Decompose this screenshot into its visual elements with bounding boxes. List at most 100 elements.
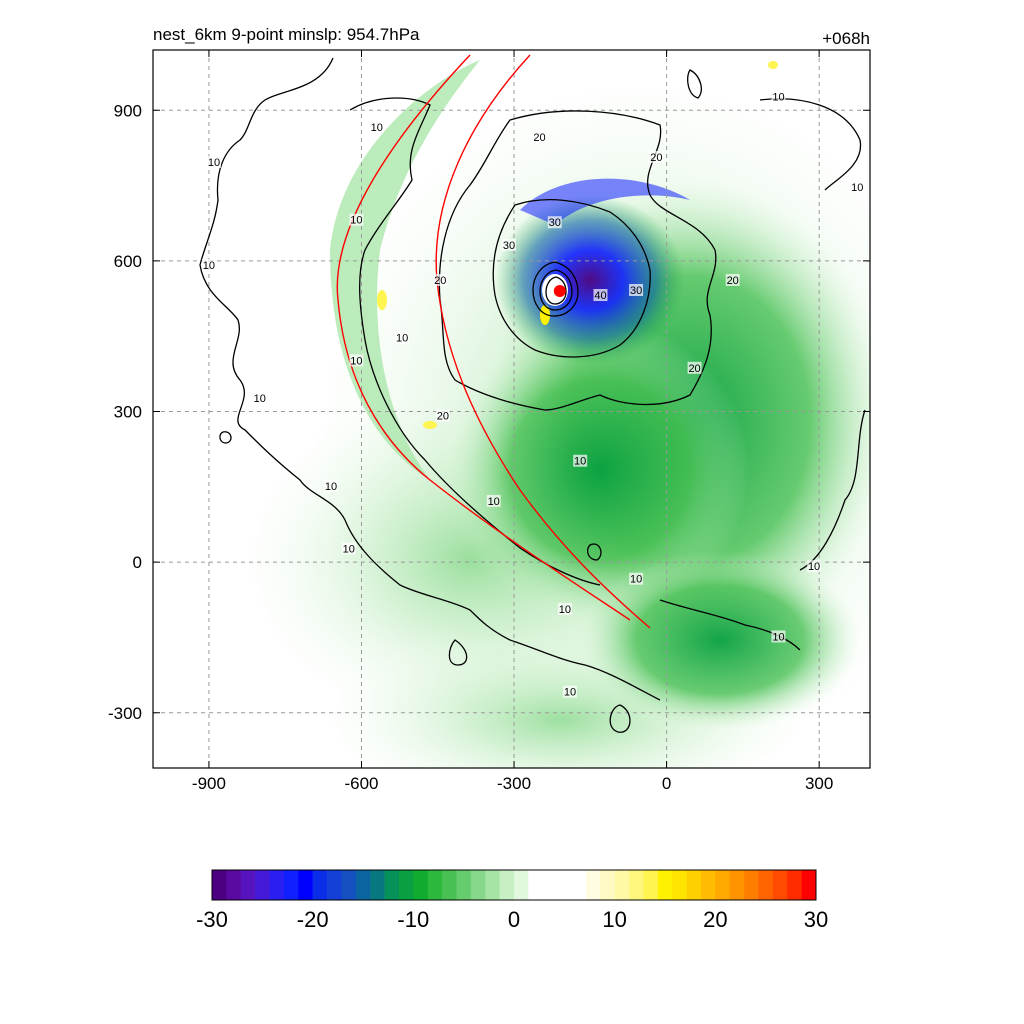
contour-label-16: 10 — [808, 561, 820, 573]
contour-label-bg-3 — [201, 258, 216, 271]
contour-label-7: 10 — [325, 481, 337, 493]
contour-label-bg-13 — [562, 685, 577, 698]
contour-label-1: 10 — [208, 157, 220, 169]
contour-label-bg-26 — [629, 284, 644, 297]
colorbar-bin-25 — [571, 870, 587, 900]
colorbar-bin-35 — [715, 870, 731, 900]
colorbar-bin-36 — [729, 870, 745, 900]
contour-label-6: 10 — [254, 393, 266, 405]
contour-label-bg-11 — [629, 572, 644, 585]
contour-label-10: 10 — [574, 456, 586, 468]
colorbar-bin-18 — [470, 870, 486, 900]
x-tick-label-3: 0 — [662, 774, 671, 793]
contour-label-2: 10 — [350, 215, 362, 227]
contour-label-bg-9 — [486, 494, 501, 507]
y-tick-label-4: 900 — [114, 101, 142, 120]
colorbar-bin-1 — [226, 870, 242, 900]
colorbar-bin-28 — [614, 870, 630, 900]
track-lines — [336, 54, 651, 629]
contour-label-bg-21 — [435, 409, 450, 422]
colorbar-tick-label-6: 30 — [804, 907, 828, 932]
contour-10-southeast — [659, 599, 801, 651]
colorbar-bin-27 — [600, 870, 615, 900]
contour-10-cell-d — [586, 543, 602, 561]
colorbar-bin-38 — [758, 870, 774, 900]
colorbar-bin-21 — [514, 870, 529, 900]
colorbar-bin-20 — [499, 870, 515, 900]
contour-label-14: 10 — [772, 92, 784, 104]
colorbar-frame — [211, 869, 817, 901]
positive-spot-southwest — [423, 421, 437, 429]
colorbar-tick-label-3: 0 — [508, 907, 520, 932]
contour-label-17: 10 — [772, 631, 784, 643]
contour-label-19: 20 — [650, 152, 662, 164]
colorbar-labels: -30 -20 -10 0 10 20 30 — [196, 907, 828, 932]
contour-label-3: 10 — [203, 260, 215, 272]
plot-area: 10 10 10 10 10 10 10 10 10 10 10 10 10 10 10 10 10 10 20 20… — [108, 49, 871, 793]
colorbar-bin-0 — [212, 870, 227, 900]
contour-label-bg-20 — [433, 273, 448, 286]
contour-label-bg-27 — [593, 289, 608, 302]
colorbar-bin-7 — [312, 870, 328, 900]
colorbar-bin-16 — [442, 870, 457, 900]
positive-spot-west — [377, 290, 387, 310]
contour-label-bg-19 — [649, 150, 664, 163]
contour-label-12: 10 — [559, 604, 571, 616]
colorbar-bin-6 — [298, 870, 313, 900]
storm-center-marker — [553, 285, 566, 298]
field-green-southeast — [580, 550, 860, 730]
contour-label-bg-5 — [349, 354, 364, 367]
contour-30 — [492, 199, 651, 358]
contour-label-bg-17 — [771, 630, 786, 643]
positive-spot-north — [768, 61, 778, 69]
contour-60 — [545, 276, 567, 305]
colorbar-bin-5 — [283, 870, 299, 900]
contour-label-4: 10 — [396, 333, 408, 345]
colorbar-bin-39 — [772, 870, 788, 900]
colorbar-bin-11 — [370, 870, 385, 900]
contour-label-bg-15 — [850, 181, 865, 194]
colorbar-tick-label-1: -20 — [297, 907, 329, 932]
colorbar-bin-24 — [557, 870, 572, 900]
track-line-east — [435, 54, 651, 629]
x-tick-label-2: -300 — [497, 774, 531, 793]
colorbar-bin-41 — [801, 870, 817, 900]
positive-spot-eyewall — [540, 305, 550, 325]
contour-label-bg-8 — [341, 542, 356, 555]
contour-label-21: 20 — [437, 411, 449, 423]
colorbar-bin-29 — [629, 870, 644, 900]
contour-label-20: 20 — [434, 275, 446, 287]
contour-10-cell-e — [219, 431, 232, 444]
x-tick-label-0: -900 — [192, 774, 226, 793]
contour-label-27: 40 — [594, 290, 606, 302]
contour-label-15: 10 — [851, 182, 863, 194]
contour-label-0: 10 — [371, 122, 383, 134]
contour-label-bg-10 — [573, 454, 588, 467]
contour-10-cell-a — [448, 639, 468, 666]
contour-40 — [532, 261, 579, 317]
colorbar-bin-26 — [585, 870, 601, 900]
colorbar-bin-3 — [255, 870, 270, 900]
colorbar-bin-23 — [542, 870, 558, 900]
contour-label-5: 10 — [350, 355, 362, 367]
contour-label-bg-14 — [771, 90, 786, 103]
colorbar-bin-33 — [686, 870, 702, 900]
colorbar-tick-label-0: -30 — [196, 907, 228, 932]
colorbar-bin-12 — [384, 870, 400, 900]
contour-label-bg-7 — [323, 479, 338, 492]
contour-label-22: 20 — [727, 275, 739, 287]
contour-label-bg-2 — [349, 213, 364, 226]
contour-10-east — [799, 409, 866, 571]
x-tick-label-4: 300 — [805, 774, 833, 793]
contour-label-bg-4 — [395, 331, 410, 344]
colorbar-bin-30 — [643, 870, 659, 900]
contour-label-11: 10 — [630, 574, 642, 586]
colorbar-bin-4 — [269, 870, 285, 900]
field-green-center — [450, 320, 750, 620]
contour-10-cell-c — [687, 69, 702, 99]
contour-label-26: 30 — [630, 285, 642, 297]
contour-label-24: 30 — [503, 240, 515, 252]
colorbar-bin-8 — [327, 870, 342, 900]
contour-label-bg-25 — [547, 216, 562, 229]
